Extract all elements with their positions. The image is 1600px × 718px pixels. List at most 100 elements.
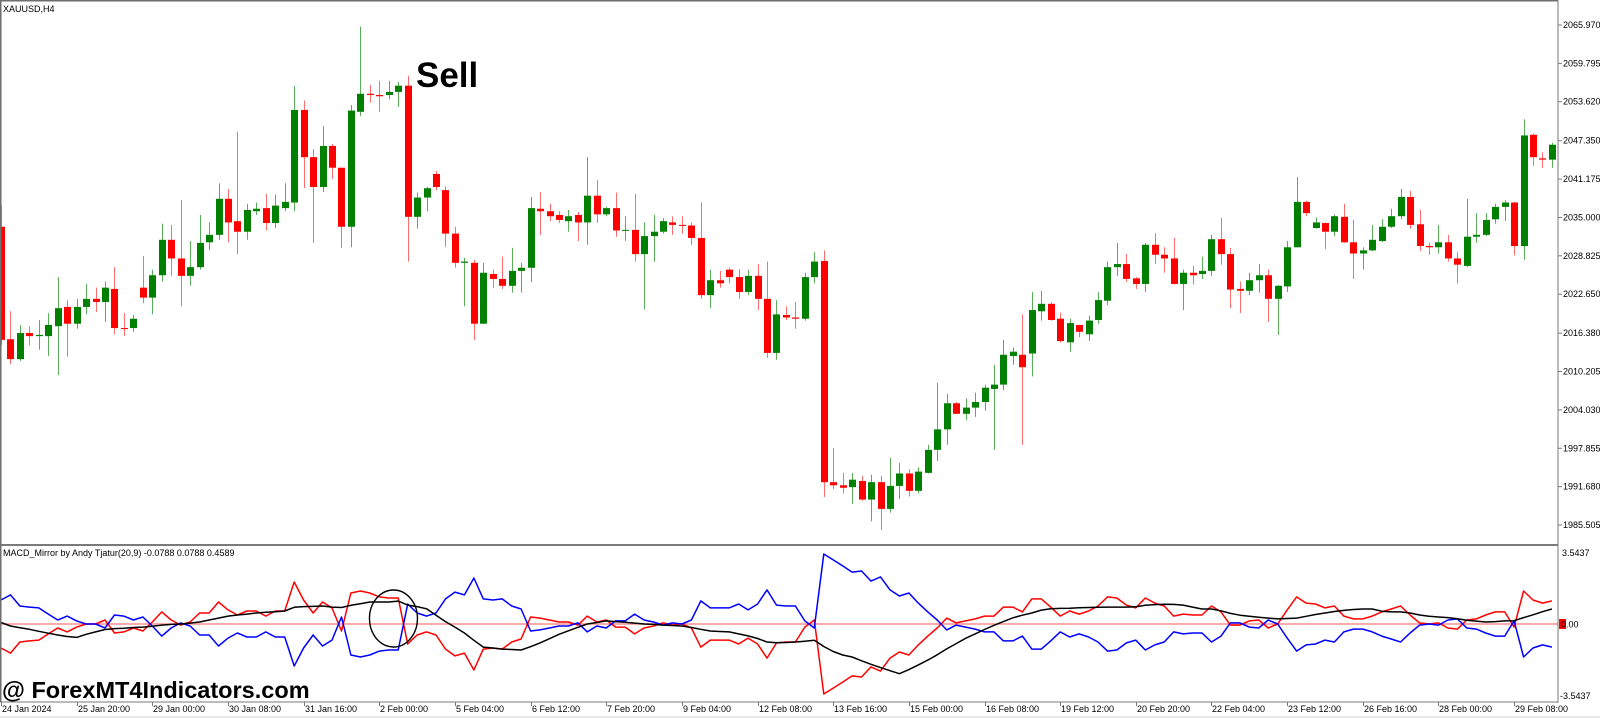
bullish-candle	[130, 315, 137, 332]
bullish-candle	[461, 257, 468, 307]
candle-body	[197, 242, 204, 268]
candle-body	[1379, 226, 1386, 242]
candle-body	[878, 482, 885, 509]
candle-body	[1256, 275, 1263, 281]
candle-body	[282, 201, 289, 209]
signal-line	[0, 600, 1553, 675]
candle-body	[1237, 288, 1244, 291]
candle-body	[896, 473, 903, 486]
bearish-candle	[669, 216, 676, 235]
candle-body	[1313, 222, 1320, 229]
bearish-candle	[442, 186, 449, 248]
candle-body	[1190, 272, 1197, 276]
bullish-candle	[849, 472, 856, 504]
candle-body	[934, 429, 941, 450]
bearish-candle	[613, 192, 620, 237]
candle-body	[244, 209, 251, 232]
candle-body	[102, 287, 109, 302]
bearish-candle	[953, 402, 960, 414]
time-axis-label: 22 Feb 04:00	[1212, 704, 1265, 714]
candle-body	[64, 306, 71, 324]
bearish-candle	[1190, 265, 1197, 285]
bullish-candle	[320, 126, 327, 192]
bullish-candle	[291, 85, 298, 212]
bearish-candle	[1218, 218, 1225, 265]
candle-body	[490, 273, 497, 279]
bullish-candle	[480, 262, 487, 324]
candle-body	[830, 482, 837, 486]
candle-body	[1388, 216, 1395, 227]
candle-body	[575, 214, 582, 223]
macd-mirror-pane[interactable]: MACD_Mirror by Andy Tjatur(20,9) -0.0788…	[0, 546, 1558, 703]
time-axis-line	[0, 701, 1558, 703]
candle-body	[1530, 134, 1537, 158]
top-frame-border	[0, 0, 1558, 2]
bullish-candle	[1464, 198, 1471, 268]
candle-body	[234, 221, 241, 232]
bullish-candle	[707, 269, 714, 309]
bearish-candle	[1445, 234, 1452, 262]
candle-body	[963, 407, 970, 414]
price-axis[interactable]: 2065.970 2059.795 2053.620 2047.350 2041.175…	[1558, 20, 1600, 530]
candle-body	[698, 237, 705, 296]
candle-body	[55, 308, 62, 327]
candle-body	[887, 485, 894, 509]
candle-body	[187, 267, 194, 276]
candle-body	[1029, 310, 1036, 354]
bearish-candle	[1341, 203, 1348, 243]
bullish-candle	[641, 222, 648, 310]
time-axis[interactable]: 24 Jan 2024 25 Jan 20:00 29 Jan 00:00 30 Ja…	[1, 702, 1569, 714]
candle-body	[1511, 202, 1518, 247]
bearish-candle	[1237, 281, 1244, 314]
pane-separator[interactable]	[0, 544, 1558, 546]
candle-body	[367, 93, 374, 96]
time-axis-label: 28 Feb 00:00	[1439, 704, 1492, 714]
bearish-candle	[1048, 301, 1055, 321]
bullish-candle	[1284, 241, 1291, 293]
bullish-candle	[17, 324, 24, 361]
time-axis-label: 5 Feb 04:00	[456, 704, 504, 714]
bearish-candle	[301, 100, 308, 189]
bullish-candle	[622, 216, 629, 242]
bullish-candle	[187, 241, 194, 286]
candle-body	[518, 267, 525, 271]
candle-body	[613, 208, 620, 231]
bearish-candle	[830, 447, 837, 490]
candle-body	[565, 216, 572, 222]
bearish-candle	[840, 472, 847, 494]
bullish-candle	[1398, 188, 1405, 220]
price-axis-label: 1985.505	[1563, 520, 1600, 530]
bullish-candle	[1256, 264, 1263, 293]
candle-body	[688, 225, 695, 238]
price-pane-background[interactable]	[0, 0, 1558, 544]
bullish-candle	[518, 262, 525, 293]
bearish-candle	[679, 216, 686, 234]
macd-axis[interactable]: 3.5437 0.00 -3.5437	[1559, 548, 1591, 701]
candle-body	[168, 239, 175, 259]
candle-body	[925, 449, 932, 473]
candle-body	[291, 109, 298, 203]
candle-body	[717, 280, 724, 284]
bearish-candle	[405, 75, 412, 262]
candle-body	[405, 85, 412, 217]
bullish-candle	[83, 283, 90, 315]
bearish-candle	[878, 475, 885, 531]
candle-body	[1360, 250, 1367, 254]
candle-body	[93, 298, 100, 302]
candle-body	[178, 258, 185, 276]
candle-body	[622, 229, 629, 231]
candle-body	[1086, 320, 1093, 335]
bullish-candle	[509, 247, 516, 293]
price-axis-label: 2053.620	[1563, 97, 1600, 107]
bottom-edge-strip	[0, 716, 1600, 718]
candle-body	[783, 315, 790, 318]
bearish-candle	[490, 269, 497, 288]
candle-body	[707, 280, 714, 296]
price-pane[interactable]: Sell XAUUSD,H4	[0, 0, 1558, 544]
candle-body	[395, 85, 402, 92]
candle-body	[130, 318, 137, 329]
candle-body	[1152, 244, 1159, 255]
candle-body	[1133, 278, 1140, 284]
candle-body	[111, 288, 118, 329]
